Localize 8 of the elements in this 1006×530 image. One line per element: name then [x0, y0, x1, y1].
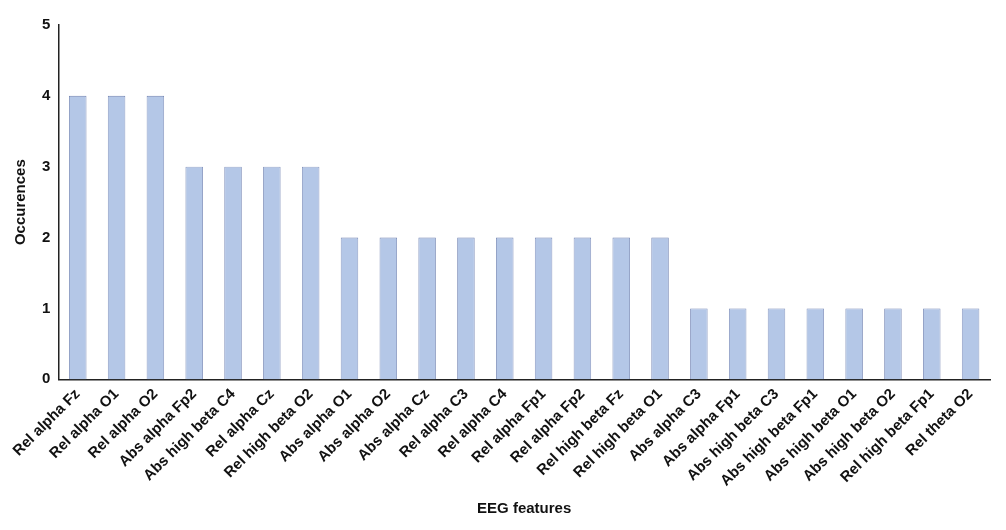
y-tick-label: 1 [42, 298, 51, 316]
y-tick-label: 3 [42, 156, 51, 174]
x-axis-title: EEG features [477, 499, 572, 517]
y-axis-title: Occurences [11, 159, 29, 246]
y-tick-label: 2 [42, 227, 51, 245]
y-tick-label: 5 [42, 15, 51, 33]
y-tick-label: 0 [42, 369, 51, 387]
y-tick-label: 4 [42, 86, 51, 104]
